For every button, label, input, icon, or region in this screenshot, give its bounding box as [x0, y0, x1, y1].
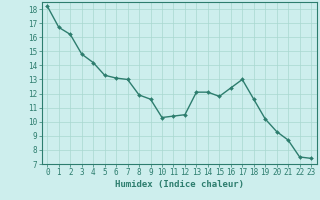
- X-axis label: Humidex (Indice chaleur): Humidex (Indice chaleur): [115, 180, 244, 189]
